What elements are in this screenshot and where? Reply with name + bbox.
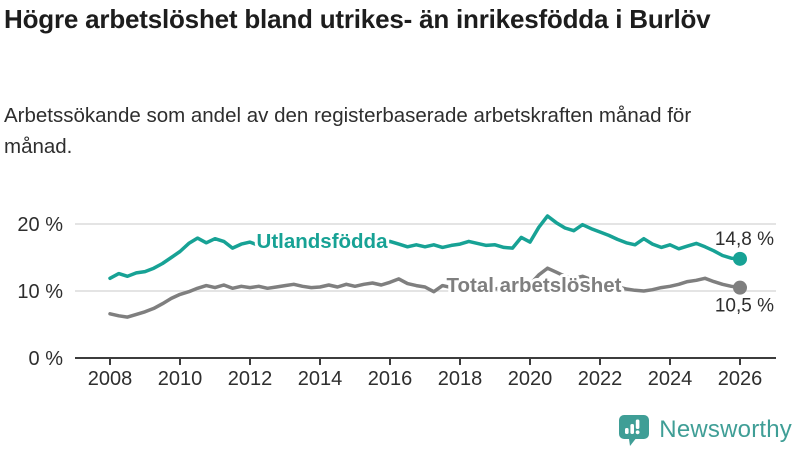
series-label-utlandsfodda: Utlandsfödda — [257, 230, 389, 253]
series-end-dot-total-arbetsloshet — [733, 280, 747, 295]
newsworthy-wordmark: Newsworthy — [659, 416, 792, 443]
x-axis-label-2020: 2020 — [508, 368, 553, 390]
x-axis-label-2026: 2026 — [718, 368, 763, 390]
y-axis-label-20: 20 % — [17, 214, 63, 236]
x-axis-label-2016: 2016 — [368, 368, 413, 390]
chart-subtitle: Arbetssökande som andel av den registerb… — [4, 104, 692, 158]
series-line-utlandsfodda — [108, 214, 742, 281]
x-axis-label-2018: 2018 — [438, 368, 483, 390]
series-end-value-total-arbetsloshet: 10,5 % — [715, 296, 774, 317]
y-axis-label-10: 10 % — [17, 281, 63, 303]
page-title: Högre arbetslöshet bland utrikes- än inr… — [4, 4, 711, 34]
x-axis-label-2022: 2022 — [578, 368, 623, 390]
series-label-total-arbetsloshet: Total arbetslöshet — [446, 274, 621, 297]
x-axis-label-2014: 2014 — [298, 368, 343, 390]
x-axis-label-2012: 2012 — [228, 368, 273, 390]
newsworthy-logo: Newsworthy — [617, 412, 792, 448]
series-end-value-utlandsfodda: 14,8 % — [715, 229, 774, 250]
x-axis-label-2024: 2024 — [648, 368, 693, 390]
y-axis-label-0: 0 % — [29, 348, 64, 370]
series-line-total-arbetsloshet — [108, 266, 742, 319]
x-axis-label-2010: 2010 — [158, 368, 203, 390]
newsworthy-bubble-chart-icon — [619, 415, 650, 446]
unemployment-line-chart: 0 % 10 % 20 % 2008 2010 2012 2014 2016 2018 2020 2… — [17, 214, 776, 390]
x-axis-label-2008: 2008 — [88, 368, 133, 390]
series-end-dot-utlandsfodda — [733, 251, 747, 266]
